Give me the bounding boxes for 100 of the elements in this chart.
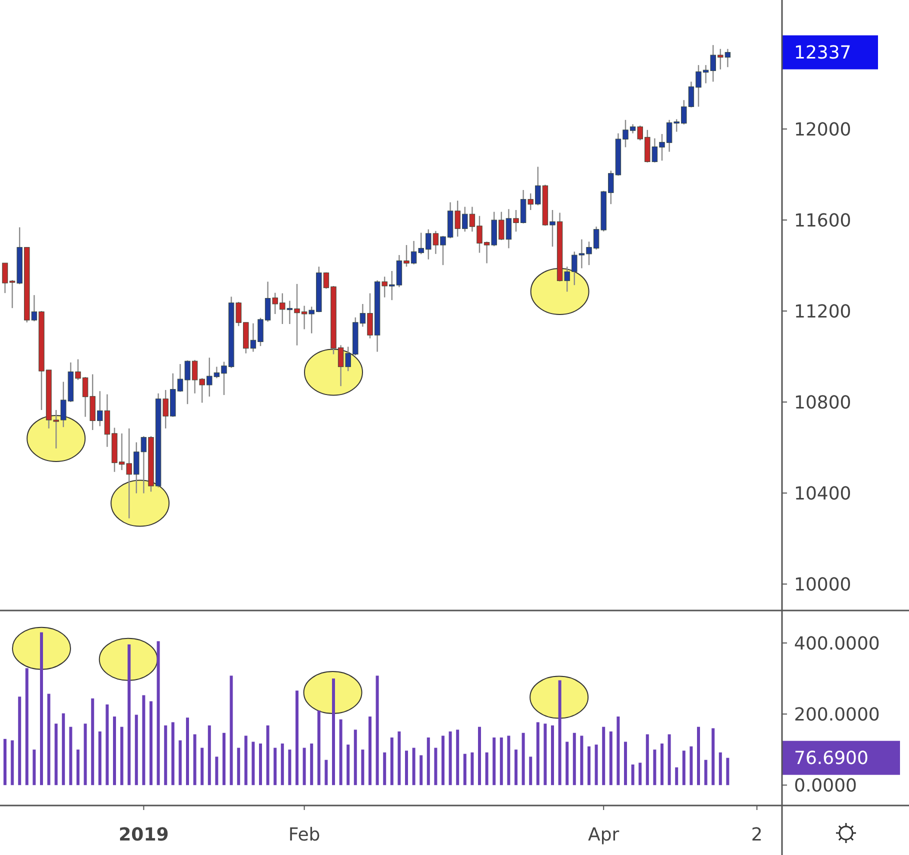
- bar: [602, 726, 606, 786]
- bar: [485, 752, 488, 786]
- bar: [178, 740, 182, 786]
- bar: [237, 748, 240, 786]
- bar: [682, 750, 686, 786]
- bar: [324, 760, 328, 786]
- bar: [566, 742, 569, 786]
- bar: [368, 716, 372, 786]
- bar: [62, 713, 65, 786]
- bar: [346, 744, 350, 786]
- bar: [317, 710, 320, 786]
- bar: [660, 744, 664, 786]
- bar: [106, 704, 109, 786]
- y-tick-label: 400.0000: [794, 633, 880, 654]
- y-tick-label: 11600: [794, 210, 852, 232]
- bar: [171, 722, 174, 786]
- bar: [339, 719, 342, 786]
- bar: [47, 694, 50, 786]
- bar: [193, 734, 196, 786]
- bar: [40, 632, 43, 786]
- bar: [690, 746, 693, 786]
- bar: [434, 748, 438, 786]
- bar: [200, 748, 204, 786]
- bar: [529, 756, 532, 786]
- x-tick-label: Feb: [288, 824, 320, 846]
- bar: [675, 767, 678, 786]
- bar: [712, 728, 715, 786]
- bar: [4, 738, 6, 786]
- bar: [383, 752, 386, 786]
- bar: [463, 754, 466, 786]
- bar: [230, 676, 233, 786]
- bar: [142, 695, 146, 786]
- bar: [500, 737, 503, 786]
- bar: [580, 736, 584, 786]
- bar: [558, 680, 562, 786]
- bar: [288, 750, 292, 786]
- bar: [390, 737, 394, 786]
- y-tick-label: 200.0000: [794, 704, 880, 726]
- bar: [376, 676, 379, 786]
- bar: [252, 742, 255, 786]
- bar: [84, 724, 87, 786]
- y-tick-label: 0.0000: [794, 775, 857, 796]
- y-tick-label: 11200: [794, 301, 852, 322]
- bar: [113, 716, 116, 786]
- bar: [478, 726, 481, 786]
- bar: [405, 750, 408, 786]
- bar: [18, 696, 22, 786]
- bar: [222, 732, 226, 786]
- bar: [128, 644, 131, 786]
- bar: [25, 668, 28, 786]
- bar: [624, 742, 627, 786]
- bar: [98, 731, 102, 786]
- bar: [91, 698, 94, 786]
- bar: [616, 716, 620, 786]
- bar: [54, 724, 58, 786]
- bar: [522, 732, 525, 786]
- bar: [514, 750, 518, 786]
- x-tick-label: 2: [751, 824, 763, 846]
- bar: [646, 734, 649, 786]
- bar: [456, 730, 460, 786]
- bar: [361, 750, 364, 786]
- y-tick-label: 10800: [794, 392, 852, 414]
- bar: [280, 744, 284, 786]
- x-tick-label: Apr: [588, 824, 620, 846]
- bar: [631, 764, 634, 786]
- bar: [164, 725, 168, 786]
- bar: [507, 736, 510, 786]
- text: 76.6900: [794, 748, 868, 770]
- bar: [69, 726, 72, 786]
- y-tick-label: 12000: [794, 119, 852, 140]
- bar: [76, 750, 80, 786]
- bar: [470, 752, 474, 786]
- bar: [442, 736, 444, 786]
- bar: [588, 746, 590, 786]
- bar: [420, 755, 423, 786]
- bar: [156, 641, 160, 786]
- bar: [302, 748, 306, 786]
- bar: [653, 750, 656, 786]
- bar: [150, 701, 152, 786]
- bar: [208, 725, 211, 786]
- bar: [426, 737, 430, 786]
- bar: [296, 690, 298, 786]
- bar: [244, 736, 248, 786]
- x-tick-label: 2019: [118, 824, 169, 846]
- bar: [332, 678, 335, 786]
- text: 12337: [794, 42, 852, 64]
- bar: [448, 731, 452, 786]
- bar: [354, 730, 357, 786]
- bar: [134, 714, 138, 786]
- bar: [536, 722, 540, 786]
- bar: [398, 731, 401, 786]
- bar: [274, 748, 277, 786]
- bar: [10, 740, 14, 786]
- y-tick-label: 10400: [794, 483, 852, 504]
- bar: [551, 725, 554, 786]
- bar: [609, 731, 612, 786]
- bar: [697, 726, 700, 786]
- bar: [544, 724, 547, 786]
- y-tick-label: 10000: [794, 574, 852, 596]
- bar: [120, 726, 124, 786]
